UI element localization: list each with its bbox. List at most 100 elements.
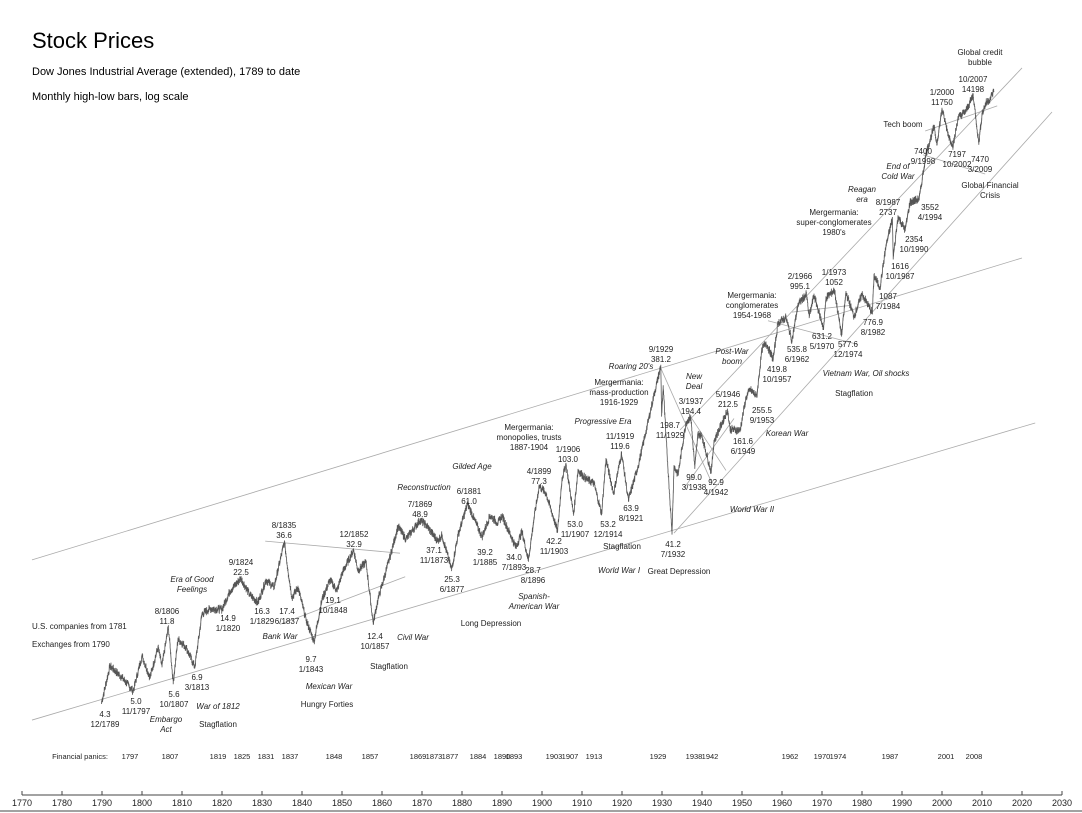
x-tick-label: 1950 xyxy=(731,798,753,808)
event-annotation: Mexican War xyxy=(305,682,353,691)
event-annotation: Vietnam War, Oil shocks xyxy=(822,369,910,378)
data-point-label: 4/1899 77.3 xyxy=(526,467,552,486)
panic-year: 1907 xyxy=(561,752,579,761)
x-tick-label: 1960 xyxy=(771,798,793,808)
panic-year: 1873 xyxy=(425,752,443,761)
x-tick-label: 1940 xyxy=(691,798,713,808)
event-annotation: War of 1812 xyxy=(196,702,240,711)
trend-line-2 xyxy=(673,111,1053,534)
event-annotation: Global credit bubble xyxy=(957,48,1003,67)
data-point-label: 6/1881 61.0 xyxy=(456,487,482,506)
data-point-label: 3552 4/1994 xyxy=(917,203,943,222)
panic-year: 1884 xyxy=(469,752,487,761)
event-annotation: Reagan era xyxy=(847,185,877,204)
event-annotation: Global Financial Crisis xyxy=(961,181,1019,200)
event-annotation: New Deal xyxy=(685,372,703,391)
event-annotation: Great Depression xyxy=(647,567,711,576)
event-annotation: World War II xyxy=(729,505,775,514)
event-annotation: Reconstruction xyxy=(397,483,451,492)
trend-line-3 xyxy=(679,67,1023,431)
data-point-label: 7/1869 48.9 xyxy=(407,500,433,519)
event-annotation: Mergermania: monopolies, trusts 1887-190… xyxy=(496,423,562,452)
data-point-label: 63.9 8/1921 xyxy=(618,504,644,523)
event-annotation: End of Cold War xyxy=(881,162,915,181)
data-point-label: 12/1852 32.9 xyxy=(339,530,369,549)
trend-line-7 xyxy=(690,416,727,471)
x-tick-label: 1930 xyxy=(651,798,673,808)
trend-line-5 xyxy=(279,576,406,625)
x-tick-label: 1800 xyxy=(131,798,153,808)
trend-line-12 xyxy=(923,154,986,175)
x-tick-label: 1860 xyxy=(371,798,393,808)
panic-year: 1890 xyxy=(493,752,511,761)
chart-subtitle-scale: Monthly high-low bars, log scale xyxy=(32,91,189,103)
panic-year: 1903 xyxy=(545,752,563,761)
event-annotation: Stagflation xyxy=(199,720,237,729)
event-annotation: Stagflation xyxy=(370,662,408,671)
x-tick-label: 1900 xyxy=(531,798,553,808)
panic-year: 1837 xyxy=(281,752,299,761)
panic-year: 1913 xyxy=(585,752,603,761)
event-annotation: Roaring 20's xyxy=(608,362,654,371)
x-tick-label: 1870 xyxy=(411,798,433,808)
data-point-label: 1616 10/1987 xyxy=(885,262,915,281)
trend-line-0 xyxy=(31,422,1036,721)
event-annotation: Progressive Era xyxy=(574,417,632,426)
note-exchanges: Exchanges from 1790 xyxy=(32,640,110,649)
trend-line-1 xyxy=(31,257,1023,561)
x-tick-label: 1890 xyxy=(491,798,513,808)
data-point-label: 8/1806 11.8 xyxy=(154,607,180,626)
x-tick-label: 1770 xyxy=(11,798,33,808)
data-point-label: 9/1929 381.2 xyxy=(648,345,674,364)
x-tick-label: 1850 xyxy=(331,798,353,808)
panic-year: 1857 xyxy=(361,752,379,761)
panic-year: 2008 xyxy=(965,752,983,761)
trend-line-11 xyxy=(925,105,998,132)
x-tick-label: 1820 xyxy=(211,798,233,808)
panic-year: 1938 xyxy=(685,752,703,761)
chart-subtitle: Dow Jones Industrial Average (extended),… xyxy=(32,66,301,78)
data-point-label: 5.6 10/1807 xyxy=(159,690,189,709)
panics-label: Financial panics: xyxy=(52,752,108,761)
event-annotation: Gilded Age xyxy=(452,462,492,471)
event-annotation: Korean War xyxy=(765,429,809,438)
panic-year: 1942 xyxy=(701,752,719,761)
panic-year: 1974 xyxy=(829,752,847,761)
data-point-label: 25.3 6/1877 xyxy=(439,575,465,594)
panic-year: 1987 xyxy=(881,752,899,761)
price-series-line xyxy=(101,88,995,705)
data-point-label: 99.0 3/1938 xyxy=(681,473,707,492)
data-point-label: 631.2 5/1970 xyxy=(809,332,835,351)
panic-year: 1869 xyxy=(409,752,427,761)
x-tick-label: 2000 xyxy=(931,798,953,808)
data-point-label: 9.7 1/1843 xyxy=(298,655,324,674)
panic-year: 1848 xyxy=(325,752,343,761)
event-annotation: Bank War xyxy=(262,632,298,641)
data-point-label: 34.0 7/1893 xyxy=(501,553,527,572)
event-annotation: Post-War boom xyxy=(715,347,749,366)
data-point-label: 1/2000 11750 xyxy=(929,88,955,107)
data-point-label: 2354 10/1990 xyxy=(899,235,929,254)
data-point-label: 419.8 10/1957 xyxy=(762,365,792,384)
x-tick-label: 1810 xyxy=(171,798,193,808)
data-point-label: 28.7 8/1896 xyxy=(520,566,546,585)
data-point-label: 1087 7/1984 xyxy=(875,292,901,311)
data-point-label: 39.2 1/1885 xyxy=(472,548,498,567)
x-tick-label: 2010 xyxy=(971,798,993,808)
x-tick-label: 1840 xyxy=(291,798,313,808)
trend-line-8 xyxy=(683,418,735,489)
data-point-label: 2/1966 995.1 xyxy=(787,272,813,291)
data-point-label: 7197 10/2002 xyxy=(942,150,972,169)
x-tick-label: 1780 xyxy=(51,798,73,808)
x-tick-label: 2030 xyxy=(1051,798,1073,808)
data-point-label: 10/2007 14198 xyxy=(958,75,988,94)
panic-year: 1825 xyxy=(233,752,251,761)
data-point-label: 1/1973 1052 xyxy=(821,268,847,287)
event-annotation: Era of Good Feelings xyxy=(170,575,214,594)
trend-line-4 xyxy=(265,540,401,554)
event-annotation: Mergermania: mass-production 1916-1929 xyxy=(589,378,649,407)
panic-year: 1962 xyxy=(781,752,799,761)
panic-year: 1929 xyxy=(649,752,667,761)
data-point-label: 1/1906 103.0 xyxy=(555,445,581,464)
